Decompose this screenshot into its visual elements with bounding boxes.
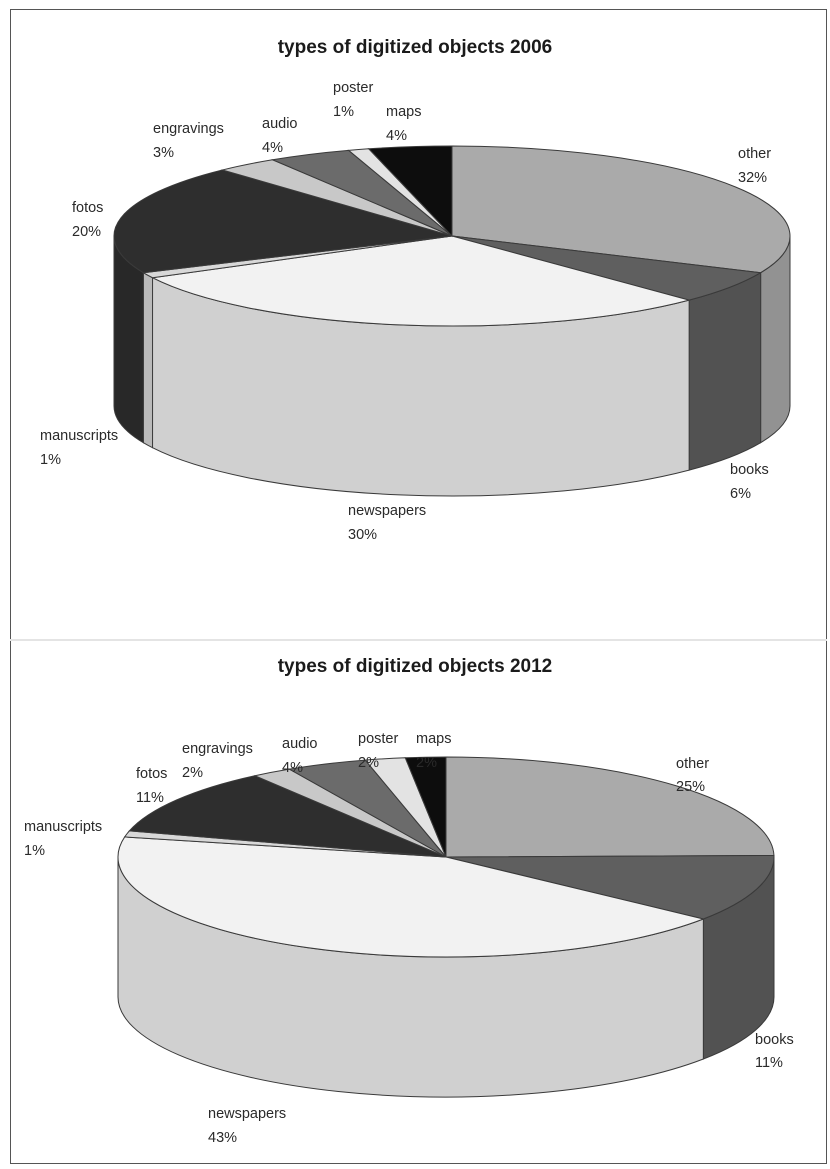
label-manuscripts-2006: manuscripts — [40, 428, 118, 444]
top-faces-2012 — [117, 756, 775, 958]
label-fotos-2012: fotos — [136, 766, 167, 782]
label-newspapers-2012: newspapers — [208, 1106, 286, 1122]
slice-fotos-2012 — [128, 775, 447, 858]
chart-divider — [10, 639, 827, 641]
label-engravings-2006: engravings — [153, 121, 224, 137]
value-label-other-2006: 32% — [738, 170, 767, 186]
side-walls-2012 — [117, 856, 775, 1098]
value-label-fotos-2006: 20% — [72, 224, 101, 240]
label-poster-2012: poster — [358, 731, 398, 747]
label-engravings-2012: engravings — [182, 741, 253, 757]
value-label-books-2006: 6% — [730, 486, 751, 502]
label-newspapers-2006: newspapers — [348, 503, 426, 519]
value-label-poster-2012: 2% — [358, 755, 379, 771]
slice-fotos-2006 — [113, 169, 453, 274]
labels-2012: other 25% books 11% newspapers 43% manuscripts… — [24, 731, 794, 1146]
label-audio-2006: audio — [262, 116, 297, 132]
slice-newspapers-2012 — [117, 836, 706, 958]
value-label-maps-2012: 2% — [416, 755, 437, 771]
label-other-2006: other — [738, 146, 771, 162]
value-label-books-2012: 11% — [755, 1055, 783, 1071]
label-maps-2012: maps — [416, 731, 451, 747]
value-label-newspapers-2012: 43% — [208, 1130, 237, 1146]
value-label-audio-2006: 4% — [262, 140, 283, 156]
chart-title-2006: types of digitized objects 2006 — [277, 37, 553, 58]
slice-other-2006 — [451, 145, 791, 274]
value-label-engravings-2012: 2% — [182, 765, 203, 781]
slice-books-2012 — [445, 854, 775, 920]
label-other-2012: other — [676, 756, 709, 772]
value-label-poster-2006: 1% — [333, 104, 354, 120]
value-label-fotos-2012: 11% — [136, 790, 164, 806]
value-label-audio-2012: 4% — [282, 760, 303, 776]
label-books-2012: books — [755, 1032, 794, 1048]
value-label-newspapers-2006: 30% — [348, 527, 377, 543]
value-label-engravings-2006: 3% — [153, 145, 174, 161]
label-audio-2012: audio — [282, 736, 317, 752]
value-label-manuscripts-2012: 1% — [24, 843, 45, 859]
value-label-other-2012: 25% — [676, 779, 705, 795]
chart-title-2012: types of digitized objects 2012 — [277, 656, 553, 677]
value-label-maps-2006: 4% — [386, 128, 407, 144]
slice-books-2006 — [451, 235, 763, 301]
top-faces-2006 — [113, 145, 791, 327]
label-fotos-2006: fotos — [72, 200, 103, 216]
label-manuscripts-2012: manuscripts — [24, 819, 102, 835]
slice-maps-2006 — [367, 145, 453, 238]
label-poster-2006: poster — [333, 80, 373, 96]
label-maps-2006: maps — [386, 104, 421, 120]
labels-2006: other 32% books 6% newspapers 30% manuscripts 1… — [40, 80, 771, 543]
slice-other-2012 — [445, 756, 775, 858]
label-books-2006: books — [730, 462, 769, 478]
value-label-manuscripts-2006: 1% — [40, 452, 61, 468]
slice-maps-2012 — [404, 756, 447, 858]
slice-newspapers-2006 — [150, 235, 692, 327]
